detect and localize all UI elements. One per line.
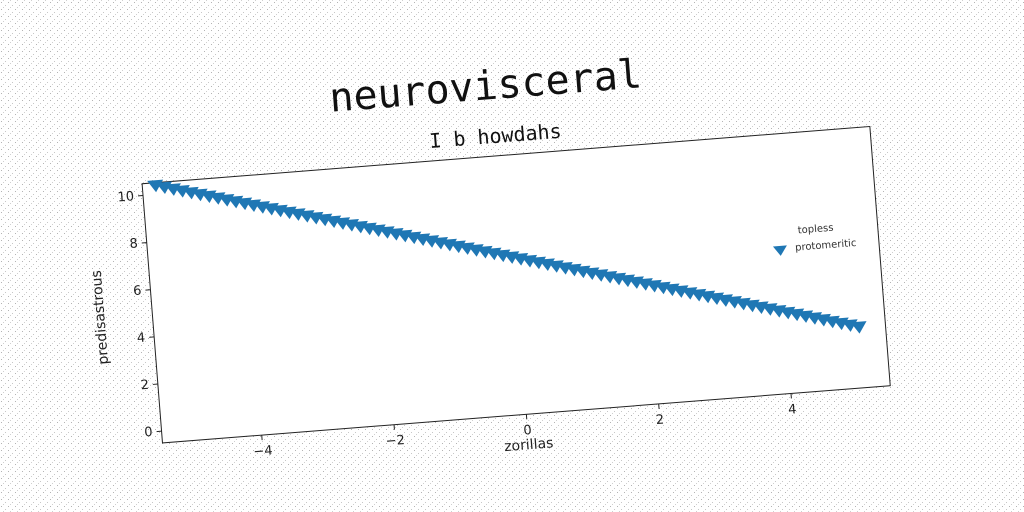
y-tick-label: 10 bbox=[117, 189, 135, 205]
y-tick-label: 0 bbox=[144, 425, 153, 441]
x-tick-label: −2 bbox=[385, 433, 405, 449]
y-tick-label: 6 bbox=[133, 284, 142, 300]
y-tick-label: 4 bbox=[136, 331, 145, 347]
y-tick-label: 8 bbox=[129, 236, 138, 252]
x-tick-label: −4 bbox=[253, 443, 273, 459]
y-tick-label: 2 bbox=[140, 378, 149, 394]
x-tick-label: 2 bbox=[655, 413, 664, 429]
x-tick-label: 4 bbox=[788, 402, 797, 418]
